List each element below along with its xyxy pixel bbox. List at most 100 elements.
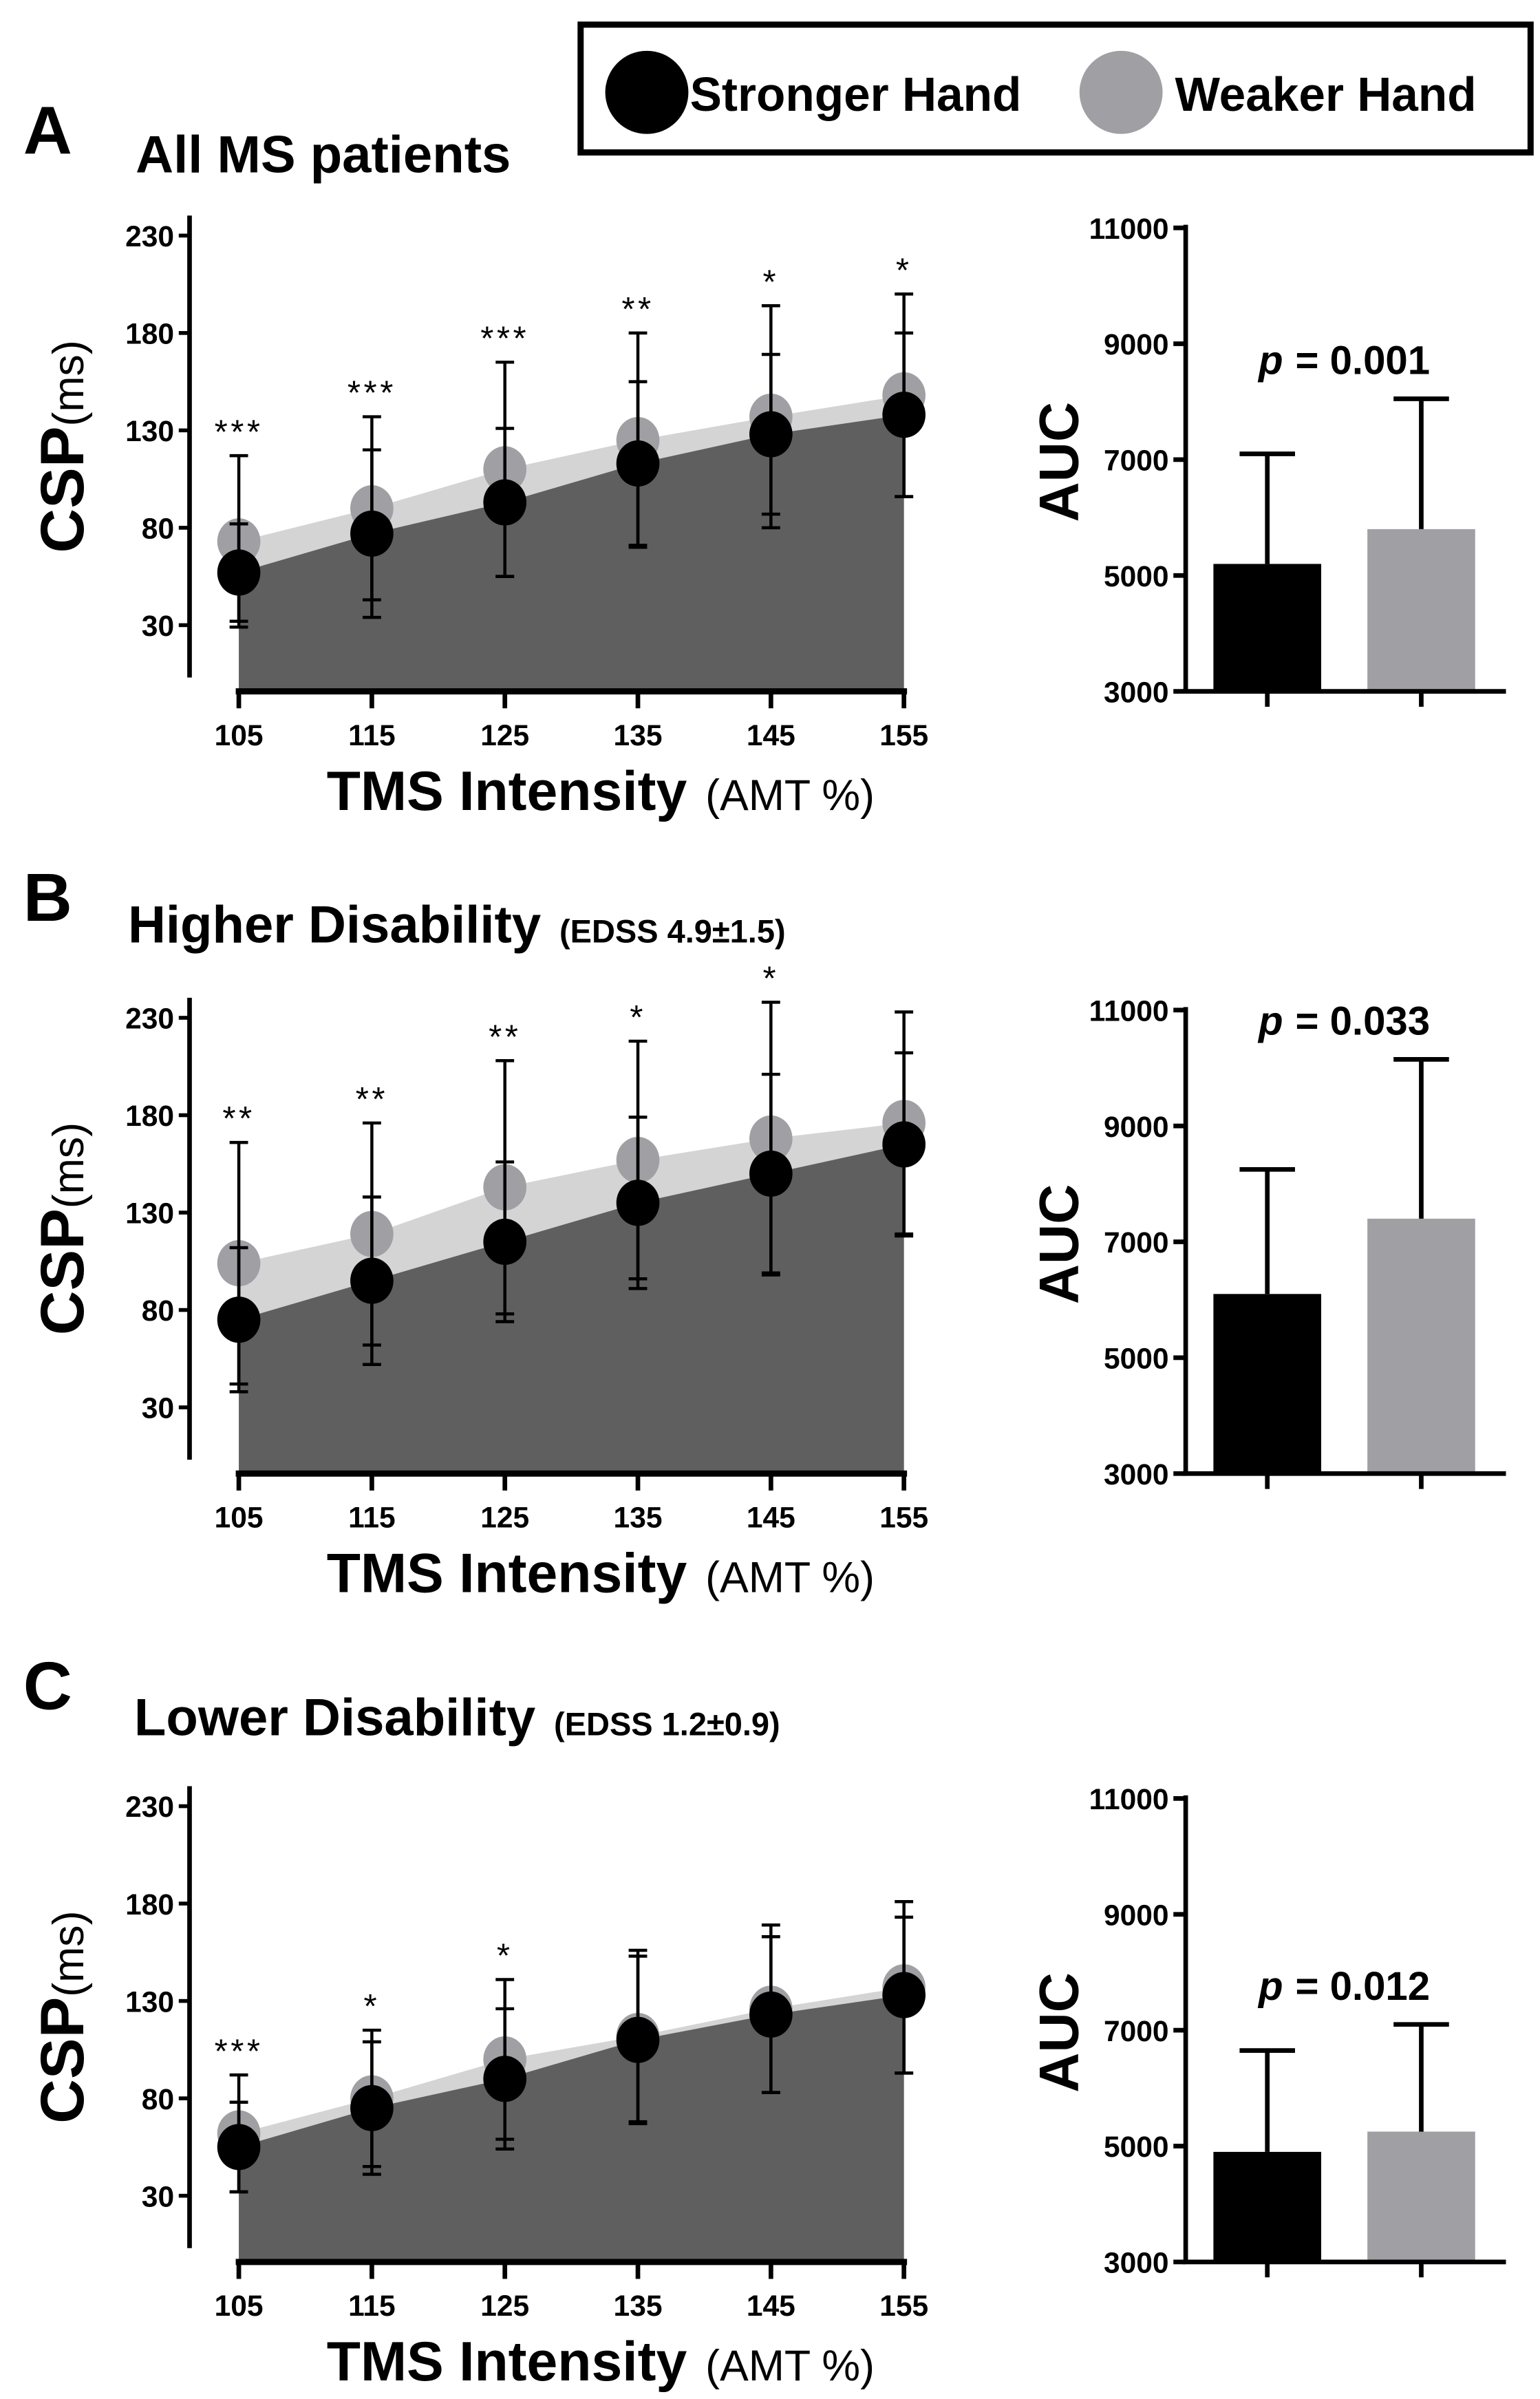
y-tick-label: 30 bbox=[142, 2181, 174, 2213]
stronger-hand-area bbox=[239, 414, 904, 692]
p-value: = 0.012 bbox=[1295, 1964, 1430, 2009]
legend-box bbox=[577, 21, 1534, 156]
significance-marker: * bbox=[364, 1987, 381, 2025]
panel-c: C Lower Disability (EDSS 1.2±0.9) bbox=[23, 1648, 780, 1747]
y-tick-label: 180 bbox=[125, 1100, 174, 1133]
x-tick-label: 115 bbox=[348, 1502, 396, 1535]
y-axis-label: AUC bbox=[1028, 402, 1090, 522]
x-tick-label: 115 bbox=[348, 2290, 396, 2323]
y-tick-label: 80 bbox=[142, 1295, 174, 1328]
x-tick-label: 115 bbox=[348, 720, 396, 752]
legend-label-weaker: Weaker Hand bbox=[1175, 67, 1476, 121]
panel-title-text: All MS patients bbox=[136, 126, 511, 184]
x-tick-label: 135 bbox=[614, 1502, 663, 1535]
significance-marker: ** bbox=[356, 1080, 388, 1118]
y-axis-unit: (ms) bbox=[45, 1911, 93, 1997]
y-tick-label: 7000 bbox=[1104, 445, 1169, 478]
x-axis-title: TMS Intensity bbox=[327, 1543, 687, 1605]
significance-marker: * bbox=[497, 1937, 513, 1975]
y-tick-label: 5000 bbox=[1104, 2131, 1169, 2164]
x-axis-unit: (AMT %) bbox=[705, 2342, 875, 2390]
x-tick-label: 105 bbox=[215, 2290, 264, 2323]
x-tick-label: 125 bbox=[480, 1502, 529, 1535]
x-tick-label: 155 bbox=[879, 720, 928, 752]
y-tick-label: 30 bbox=[142, 1393, 174, 1425]
weaker-hand-bar bbox=[1367, 2131, 1475, 2262]
x-tick-label: 105 bbox=[215, 720, 264, 752]
y-tick-label: 80 bbox=[142, 513, 174, 546]
x-tick-label: 145 bbox=[747, 720, 795, 752]
auc-bar-chart-b: 3000 5000 7000 9000 11000 p = 0.033 AUC bbox=[1028, 995, 1506, 1491]
panel-letter: B bbox=[23, 860, 72, 935]
panel-title: All MS patients bbox=[136, 126, 511, 184]
stronger-hand-area bbox=[239, 1144, 904, 1474]
p-value-label: p = 0.001 bbox=[1257, 339, 1430, 383]
p-value: = 0.033 bbox=[1295, 999, 1430, 1044]
p-value-label: p = 0.012 bbox=[1257, 1964, 1430, 2009]
legend-label-stronger: Stronger Hand bbox=[690, 67, 1022, 121]
x-tick-label: 135 bbox=[614, 720, 663, 752]
y-axis-title: CSP bbox=[28, 1208, 96, 1335]
x-tick-label: 125 bbox=[480, 2290, 529, 2323]
x-axis-title: TMS Intensity bbox=[327, 2331, 687, 2393]
p-value-label: p = 0.033 bbox=[1257, 999, 1430, 1044]
stronger-hand-bar bbox=[1213, 2151, 1322, 2262]
p-symbol: p bbox=[1257, 339, 1283, 383]
x-axis-label: TMS Intensity (AMT %) bbox=[327, 2331, 875, 2393]
x-tick-label: 125 bbox=[480, 720, 529, 752]
y-tick-label: 80 bbox=[142, 2084, 174, 2116]
significance-marker: ** bbox=[489, 1018, 521, 1056]
x-axis-unit: (AMT %) bbox=[705, 771, 875, 820]
stronger-hand-bar bbox=[1213, 564, 1322, 692]
y-tick-label: 180 bbox=[125, 319, 174, 351]
y-tick-label: 130 bbox=[125, 416, 174, 448]
significance-marker: ** bbox=[621, 290, 654, 328]
y-axis-unit: (ms) bbox=[45, 1122, 93, 1208]
y-tick-label: 9000 bbox=[1104, 1899, 1169, 1932]
significance-marker: *** bbox=[347, 374, 396, 412]
panel-letter: C bbox=[23, 1648, 72, 1724]
panel-a: A All MS patients bbox=[23, 93, 511, 184]
weaker-hand-bar bbox=[1367, 529, 1475, 692]
y-axis-title: CSP bbox=[28, 426, 96, 553]
p-symbol: p bbox=[1257, 999, 1283, 1044]
significance-marker: * bbox=[630, 999, 646, 1036]
y-tick-label: 9000 bbox=[1104, 1111, 1169, 1144]
y-tick-label: 7000 bbox=[1104, 2016, 1169, 2048]
y-tick-label: 3000 bbox=[1104, 676, 1169, 709]
x-tick-label: 155 bbox=[879, 2290, 928, 2323]
y-tick-label: 230 bbox=[125, 221, 174, 253]
y-tick-label: 9000 bbox=[1104, 329, 1169, 361]
significance-marker: *** bbox=[215, 2032, 264, 2070]
y-tick-label: 11000 bbox=[1089, 213, 1169, 246]
x-tick-label: 145 bbox=[747, 1502, 795, 1535]
y-tick-label: 180 bbox=[125, 1889, 174, 1921]
y-tick-label: 3000 bbox=[1104, 2248, 1169, 2280]
y-axis-title: CSP bbox=[28, 1997, 96, 2124]
significance-marker: * bbox=[763, 263, 780, 301]
auc-bar-chart-c: 3000 5000 7000 9000 11000 p = 0.012 AUC bbox=[1028, 1784, 1506, 2280]
x-tick-label: 135 bbox=[614, 2290, 663, 2323]
x-tick-label: 145 bbox=[747, 2290, 795, 2323]
significance-marker: * bbox=[896, 251, 912, 289]
x-axis-label: TMS Intensity (AMT %) bbox=[327, 1543, 875, 1605]
x-axis-title: TMS Intensity bbox=[327, 760, 687, 822]
panel-letter: A bbox=[23, 93, 72, 169]
y-tick-label: 230 bbox=[125, 1791, 174, 1824]
y-tick-label: 230 bbox=[125, 1003, 174, 1036]
y-axis-label: AUC bbox=[1028, 1184, 1090, 1304]
stronger-hand-bar bbox=[1213, 1294, 1322, 1474]
panel-b: B Higher Disability (EDSS 4.9±1.5) bbox=[23, 860, 786, 954]
x-tick-label: 155 bbox=[879, 1502, 928, 1535]
panel-subtitle: (EDSS 1.2±0.9) bbox=[554, 1706, 780, 1742]
y-tick-label: 11000 bbox=[1089, 995, 1169, 1027]
p-symbol: p bbox=[1257, 1964, 1283, 2009]
x-tick-label: 105 bbox=[215, 1502, 264, 1535]
weaker-hand-bar bbox=[1367, 1218, 1475, 1474]
p-value: = 0.001 bbox=[1295, 339, 1430, 383]
